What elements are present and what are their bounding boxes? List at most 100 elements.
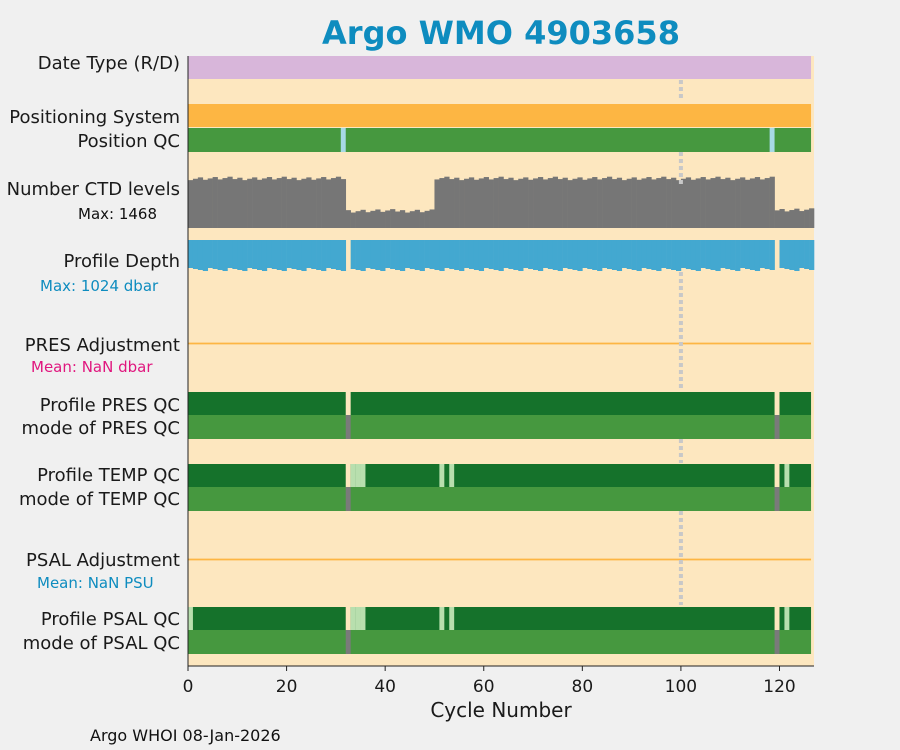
profile-depth-bar — [582, 240, 588, 268]
profile-depth-bar — [518, 240, 524, 271]
row-labels: Date Type (R/D) Positioning System Posit… — [7, 53, 180, 654]
profile-temp-qc-gap — [774, 464, 780, 487]
label-profile-psal-qc: Profile PSAL QC — [41, 609, 180, 630]
label-psal-adjustment: PSAL Adjustment — [26, 550, 180, 571]
profile-depth-bar — [557, 240, 563, 271]
x-tick-label: 20 — [276, 677, 298, 697]
profile-depth-bar — [700, 240, 706, 268]
profile-depth-bar — [646, 240, 652, 269]
profile-depth-bar — [626, 240, 632, 269]
profile-depth-bar — [454, 240, 460, 270]
ctd-level-bar — [409, 211, 416, 228]
ctd-level-bar — [468, 177, 475, 228]
profile-depth-bar — [473, 240, 480, 270]
ctd-level-bar — [286, 179, 292, 228]
profile-depth-bar — [744, 240, 751, 269]
profile-depth-bar — [429, 240, 435, 269]
profile-pres-qc-bar — [188, 392, 812, 415]
mode-pres-qc-bar — [188, 415, 812, 439]
profile-depth-bar — [809, 240, 815, 270]
profile-psal-qc-bar — [188, 607, 812, 630]
profile-depth-bar — [335, 240, 342, 270]
profile-depth-bar — [656, 240, 662, 271]
ctd-level-bar — [365, 212, 371, 228]
ctd-level-bar — [523, 177, 529, 228]
profile-depth-bar — [784, 240, 790, 269]
ctd-level-bar — [641, 178, 647, 228]
profile-depth-bar — [483, 240, 489, 268]
ctd-level-bar — [212, 177, 218, 228]
ctd-level-bar — [789, 210, 795, 228]
ctd-level-bar — [321, 177, 327, 228]
profile-depth-bar — [611, 240, 618, 270]
ctd-level-bar — [399, 210, 406, 228]
ctd-level-bar — [700, 177, 706, 228]
profile-temp-qc-light — [439, 464, 445, 487]
ctd-level-bar — [419, 212, 425, 228]
ctd-level-bar — [276, 178, 282, 228]
ctd-level-bar — [503, 179, 509, 228]
plot-area — [188, 56, 814, 666]
profile-depth-bar — [355, 240, 361, 270]
profile-depth-bar — [296, 240, 302, 270]
profile-depth-bar — [675, 240, 682, 271]
ctd-level-bar — [207, 178, 213, 228]
profile-depth-bar — [321, 240, 327, 271]
ctd-level-bar — [597, 179, 603, 228]
profile-depth-bar — [375, 240, 381, 270]
profile-depth-bar — [631, 240, 637, 270]
profile-depth-bar — [597, 240, 603, 271]
profile-depth-bar — [237, 240, 243, 270]
profile-depth-bar — [641, 240, 647, 268]
mode-temp-qc-bar — [188, 487, 812, 511]
mode-pres-qc-gray — [345, 415, 351, 439]
footer-text: Argo WHOI 08-Jan-2026 — [90, 726, 281, 745]
ctd-level-bar — [675, 180, 682, 228]
profile-depth-bar — [399, 240, 406, 271]
ctd-level-bar — [380, 211, 386, 228]
ctd-level-bar — [271, 179, 278, 228]
ctd-level-bar — [671, 177, 677, 228]
x-tick-label: 80 — [572, 677, 594, 697]
profile-depth-bar — [419, 240, 425, 271]
profile-depth-bar — [207, 240, 213, 268]
label-mode-pres-qc: mode of PRES QC — [22, 418, 180, 439]
ctd-level-bar — [730, 180, 736, 228]
ctd-level-bar — [188, 180, 194, 228]
ctd-level-bar — [247, 178, 253, 228]
profile-depth-bar — [464, 240, 470, 268]
profile-depth-bar — [291, 240, 297, 269]
ctd-level-bar — [705, 179, 711, 228]
ctd-level-bar — [567, 180, 573, 228]
profile-depth-bar — [276, 240, 282, 270]
profile-psal-qc-gap — [345, 607, 351, 630]
profile-depth-bar — [671, 240, 677, 270]
ctd-level-bar — [316, 178, 322, 228]
ctd-level-bar — [345, 210, 351, 228]
ctd-level-bar — [390, 209, 396, 228]
profile-psal-qc-light — [784, 607, 790, 630]
ctd-level-bar — [528, 179, 534, 228]
ctd-level-bar — [454, 177, 460, 228]
ctd-level-bar — [582, 179, 588, 228]
profile-depth-bar — [217, 240, 223, 270]
ctd-level-bar — [809, 208, 815, 228]
ctd-level-bar — [281, 176, 287, 228]
ctd-level-bar — [646, 177, 652, 228]
profile-depth-bar — [409, 240, 416, 269]
ctd-level-bar — [335, 176, 342, 228]
ctd-level-bar — [355, 211, 361, 228]
profile-depth-bar — [197, 240, 204, 270]
profile-depth-bar — [705, 240, 711, 269]
profile-depth-bar — [725, 240, 731, 269]
profile-depth-bar — [769, 240, 775, 270]
profile-depth-bar — [562, 240, 568, 268]
ctd-level-bar — [695, 178, 701, 228]
ctd-level-bar — [577, 177, 583, 228]
ctd-level-bar — [764, 178, 770, 228]
x-tick-label: 0 — [183, 677, 194, 697]
ctd-level-bar — [621, 180, 627, 228]
ctd-level-bar — [252, 177, 258, 228]
ctd-level-bar — [237, 177, 243, 228]
